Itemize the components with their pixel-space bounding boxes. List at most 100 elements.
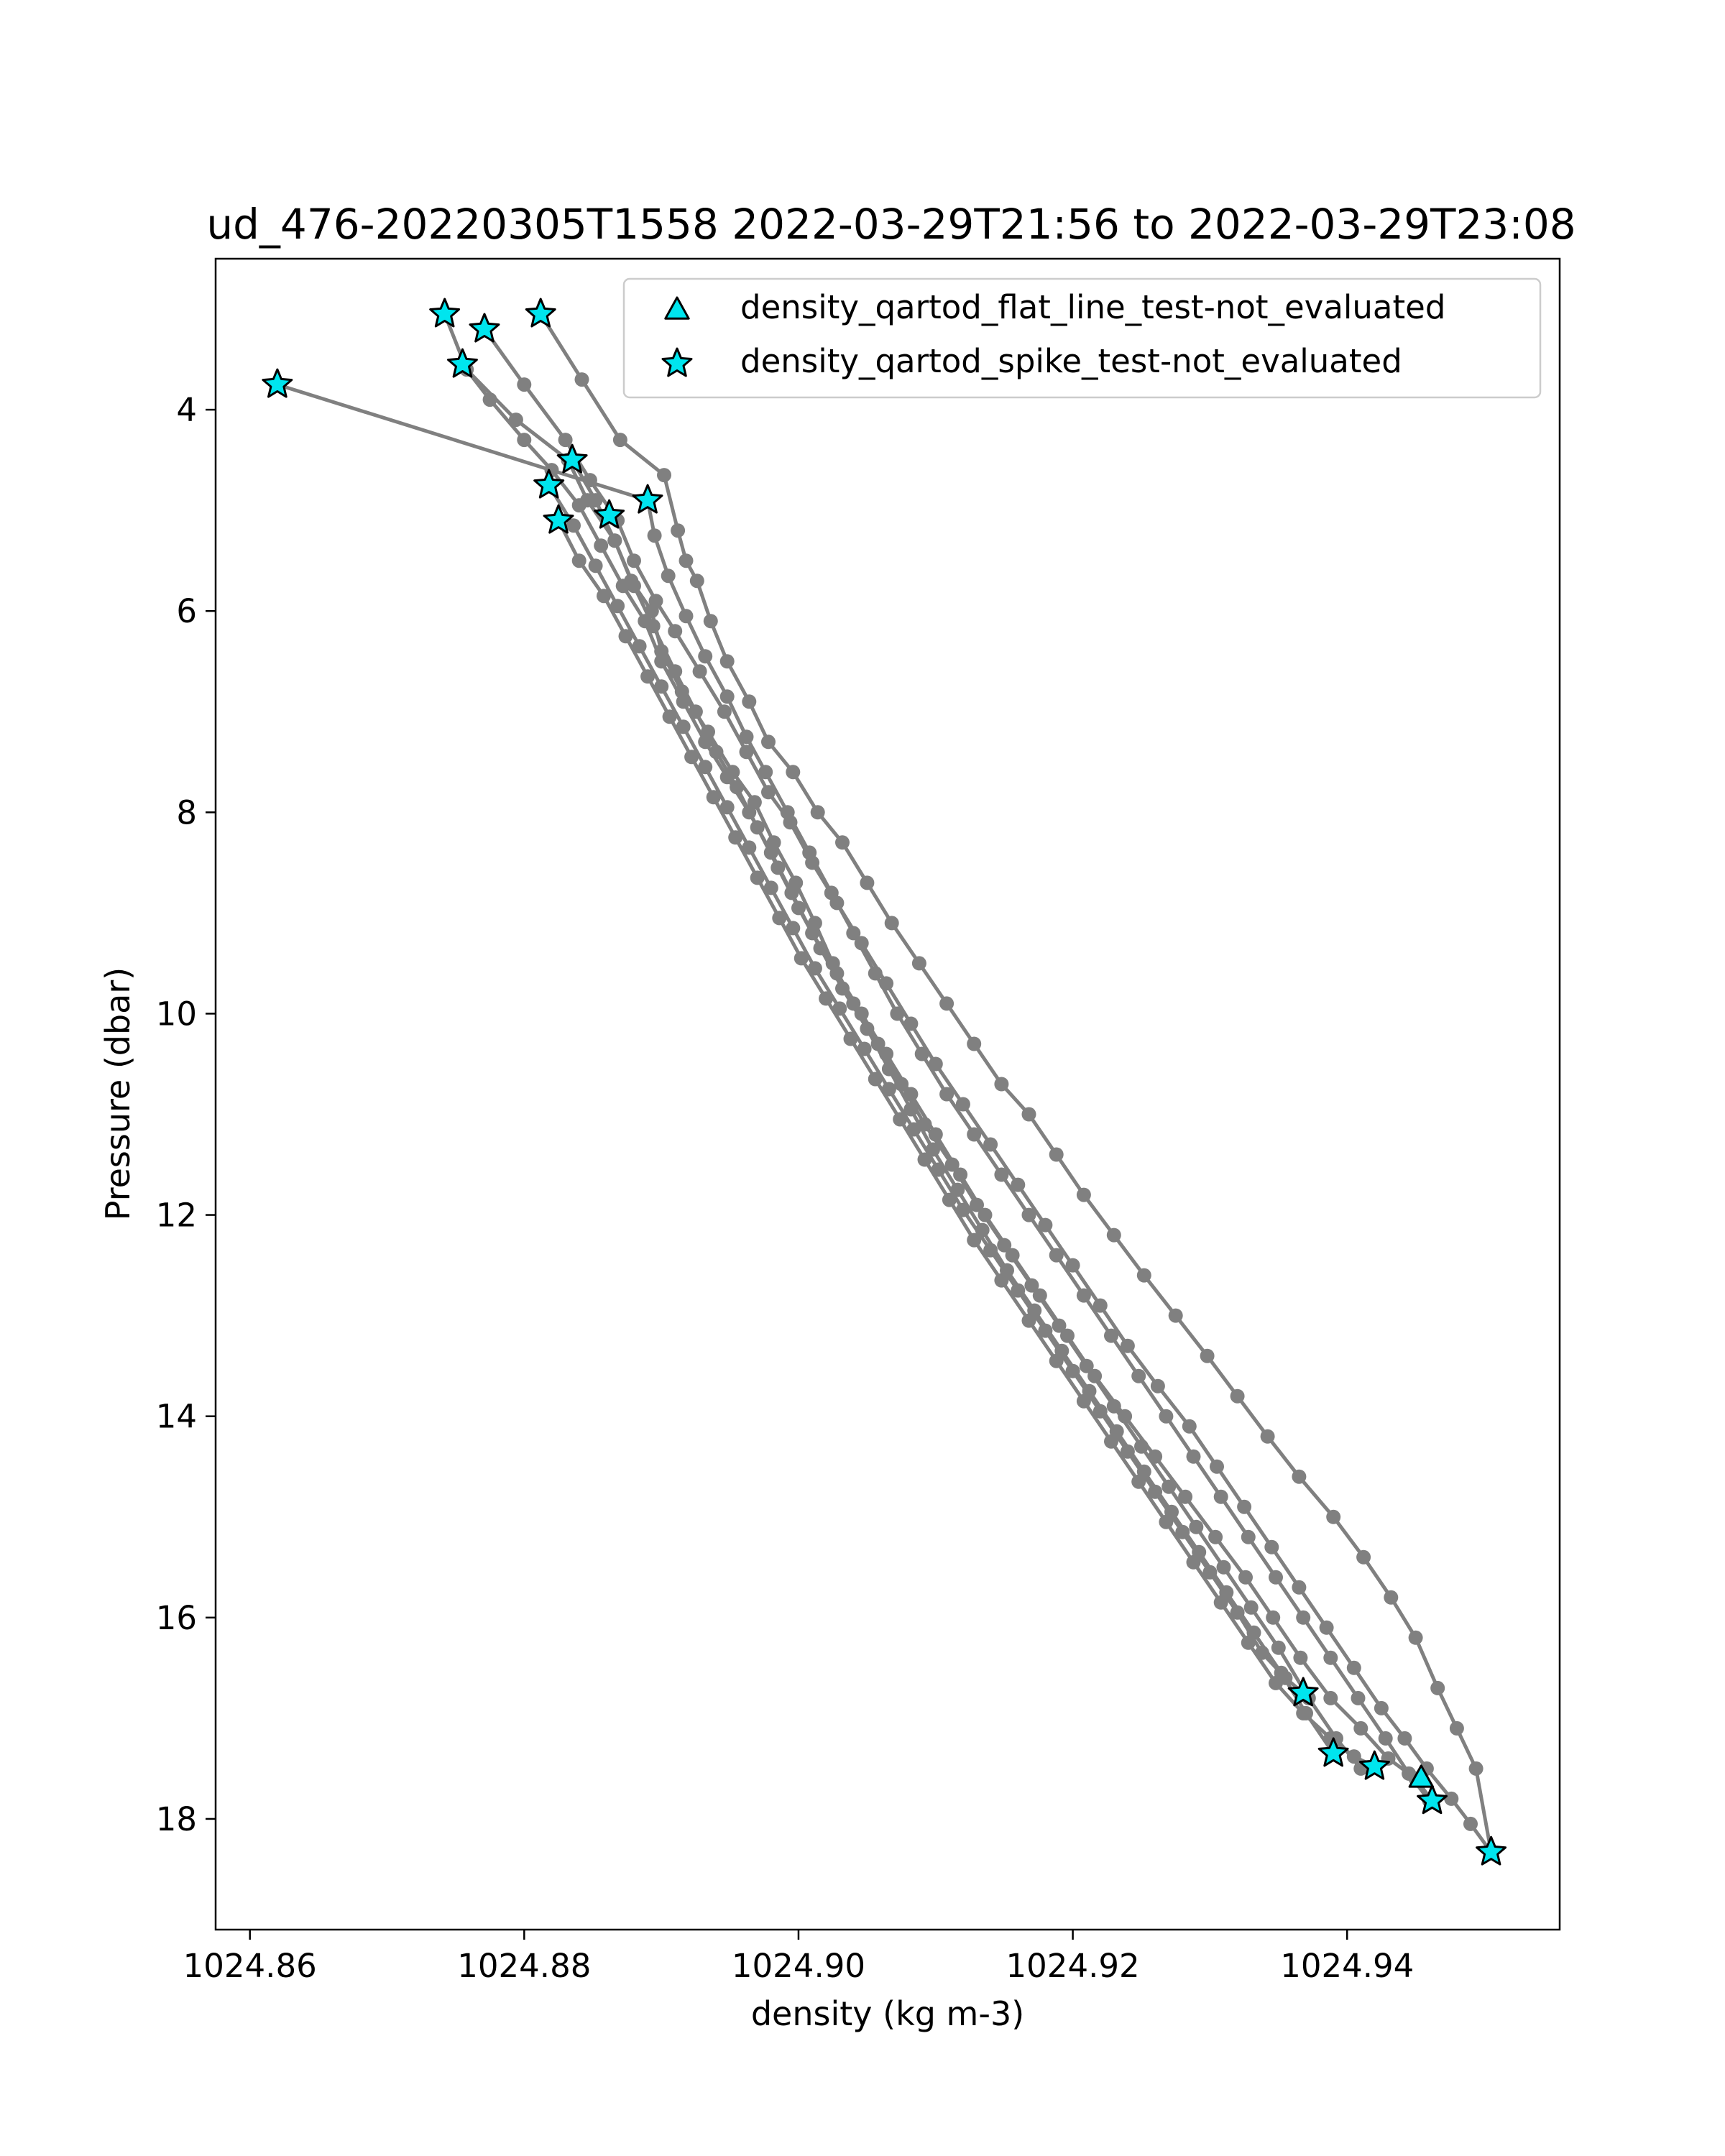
profile-point [678, 609, 694, 624]
profile-point [846, 926, 861, 941]
profile-point [1402, 1766, 1417, 1781]
profile-point [939, 1087, 954, 1102]
profile-point [884, 916, 899, 931]
profile-point [648, 594, 663, 609]
profile-point [719, 800, 735, 815]
profile-point [1092, 1404, 1108, 1419]
spike-test-star-marker [525, 298, 556, 328]
profile-point [703, 614, 718, 629]
profile-point [1351, 1690, 1366, 1705]
profile-point [588, 493, 603, 508]
profile-point [917, 1152, 932, 1167]
profile-point [843, 1031, 858, 1046]
x-tick-label: 1024.86 [183, 1947, 317, 1985]
spike-test-star-marker [429, 298, 461, 328]
profile-point [911, 956, 926, 971]
profile-point [607, 533, 622, 548]
profile-point [1293, 1650, 1308, 1665]
profile-line [547, 484, 1305, 1695]
profile-point [1271, 1640, 1286, 1655]
profile-point [1148, 1484, 1163, 1499]
plot-frame [214, 257, 1561, 1931]
profile-point [719, 654, 735, 669]
profile-point [750, 820, 765, 835]
profile-point [627, 579, 641, 594]
profile-point [1021, 1313, 1036, 1328]
legend: density_qartod_flat_line_test-not_evalua… [622, 277, 1542, 399]
profile-point [835, 981, 850, 996]
profile-point [698, 760, 713, 775]
spike-test-star-marker [469, 313, 500, 343]
profile-point [1346, 1660, 1361, 1675]
profile-point [654, 679, 669, 694]
profile-point [1092, 1298, 1108, 1313]
x-tick-label: 1024.88 [457, 1947, 591, 1985]
profile-point [1076, 1187, 1091, 1202]
profile-point [688, 704, 703, 719]
profile-point [618, 629, 633, 644]
y-axis-label: Pressure (dbar) [98, 967, 137, 1220]
profile-point [994, 1273, 1009, 1288]
profile-point [967, 1127, 982, 1142]
profile-point [1266, 1610, 1281, 1625]
profile-point [574, 372, 589, 387]
spike-test-star-marker [556, 443, 588, 474]
profile-point [914, 1046, 929, 1061]
profile-point [1189, 1519, 1204, 1534]
profile-point [594, 538, 609, 553]
profile-point [1264, 1539, 1279, 1554]
spike-test-star-marker [1317, 1737, 1349, 1767]
profile-point [676, 719, 691, 734]
profile-point [627, 553, 641, 568]
profile-point [1011, 1283, 1026, 1298]
profile-point [730, 780, 745, 795]
profile-point [1237, 1499, 1252, 1514]
profile-point [1326, 1509, 1341, 1524]
chart-title: ud_476-20220305T1558 2022-03-29T21:56 to… [206, 200, 1576, 249]
profile-point [1182, 1419, 1197, 1434]
y-tick-label: 4 [176, 391, 197, 429]
profile-7 [541, 478, 1311, 1700]
profile-point [1049, 1248, 1064, 1263]
profile-point [1065, 1258, 1080, 1273]
profile-point [717, 704, 732, 719]
profile-point [1463, 1816, 1478, 1831]
profile-point [517, 377, 532, 392]
profile-point [668, 624, 683, 639]
profile-point [868, 1072, 883, 1087]
profile-point [761, 734, 776, 750]
profile-point [668, 664, 683, 679]
profile-point [1131, 1368, 1146, 1383]
profile-line [482, 328, 1493, 1853]
profile-point [835, 835, 850, 850]
profile-point [742, 694, 757, 709]
profile-point [728, 830, 743, 845]
profile-line [556, 520, 1376, 1769]
profile-point [610, 599, 625, 614]
profile-point [1384, 1590, 1399, 1605]
profile-point [566, 518, 581, 533]
profile-point [772, 911, 787, 926]
profile-point [661, 568, 676, 584]
y-tick-label: 10 [156, 995, 197, 1033]
y-tick-label: 14 [156, 1398, 197, 1436]
profile-point [1260, 1429, 1275, 1444]
profile-point [632, 639, 647, 654]
profile-point [953, 1167, 968, 1182]
profile-point [671, 523, 686, 538]
axis-ticks: 1024.86 1024.88 1024.90 1024.92 1024.94 4 6 8 10… [156, 391, 1414, 1985]
legend-label-flat-line: density_qartod_flat_line_test-not_evalua… [740, 288, 1445, 326]
y-tick-label: 12 [156, 1197, 197, 1235]
profile-point [1213, 1595, 1228, 1610]
spike-test-star-marker [1287, 1677, 1319, 1707]
profile-point [1150, 1378, 1165, 1393]
spike-test-star-marker [1358, 1750, 1390, 1780]
profile-point [645, 619, 661, 634]
spike-test-star-marker [1417, 1784, 1448, 1815]
profile-point [1468, 1761, 1484, 1776]
profile-point [1076, 1393, 1091, 1409]
x-tick-label: 1024.90 [732, 1947, 865, 1985]
profile-point [1208, 1529, 1223, 1544]
profile-point [1120, 1444, 1135, 1459]
profile-point [719, 689, 735, 704]
